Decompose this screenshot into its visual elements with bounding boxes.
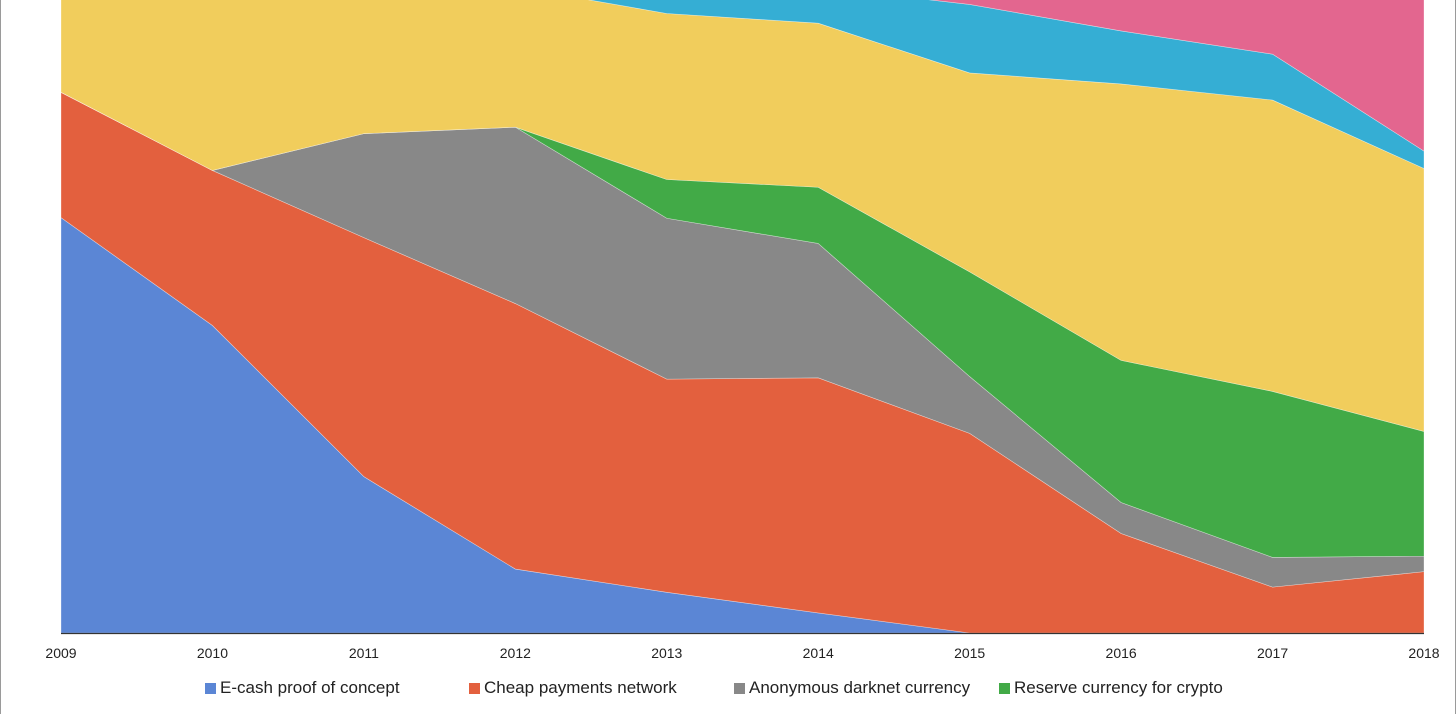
legend-swatch (734, 682, 745, 694)
legend-swatch (469, 682, 480, 694)
x-axis: 2009 2010 2011 2012 2013 2014 2015 2016 2017 2018 (45, 632, 1440, 661)
x-tick-label: 2013 (651, 645, 682, 661)
area-series-4 (60, 0, 1425, 432)
x-tick-label: 2010 (197, 645, 228, 661)
legend-item-reserve: Reserve currency for crypto (999, 676, 1223, 700)
legend: E-cash proof of concept Cheap payments n… (1, 676, 1456, 700)
x-tick-label: 2016 (1106, 645, 1137, 661)
legend-label: Reserve currency for crypto (1014, 678, 1223, 697)
area-series-6 (928, 0, 1425, 152)
legend-item-cheap-payments: Cheap payments network (469, 676, 677, 700)
x-tick-label: 2017 (1257, 645, 1288, 661)
area-series-group (60, 0, 1425, 634)
legend-label: Anonymous darknet currency (749, 678, 971, 697)
legend-item-e-cash: E-cash proof of concept (205, 676, 400, 700)
legend-label: Cheap payments network (484, 678, 677, 697)
x-tick-label: 2012 (500, 645, 531, 661)
x-tick-label: 2015 (954, 645, 985, 661)
area-series-5 (587, 0, 1425, 169)
legend-label: E-cash proof of concept (220, 678, 400, 697)
x-tick-label: 2011 (349, 645, 379, 661)
x-tick-label: 2018 (1408, 645, 1439, 661)
x-tick-label: 2014 (803, 645, 834, 661)
legend-item-darknet: Anonymous darknet currency (734, 676, 970, 700)
legend-swatch (205, 682, 216, 694)
x-tick-label: 2009 (45, 645, 76, 661)
legend-swatch (999, 682, 1010, 694)
